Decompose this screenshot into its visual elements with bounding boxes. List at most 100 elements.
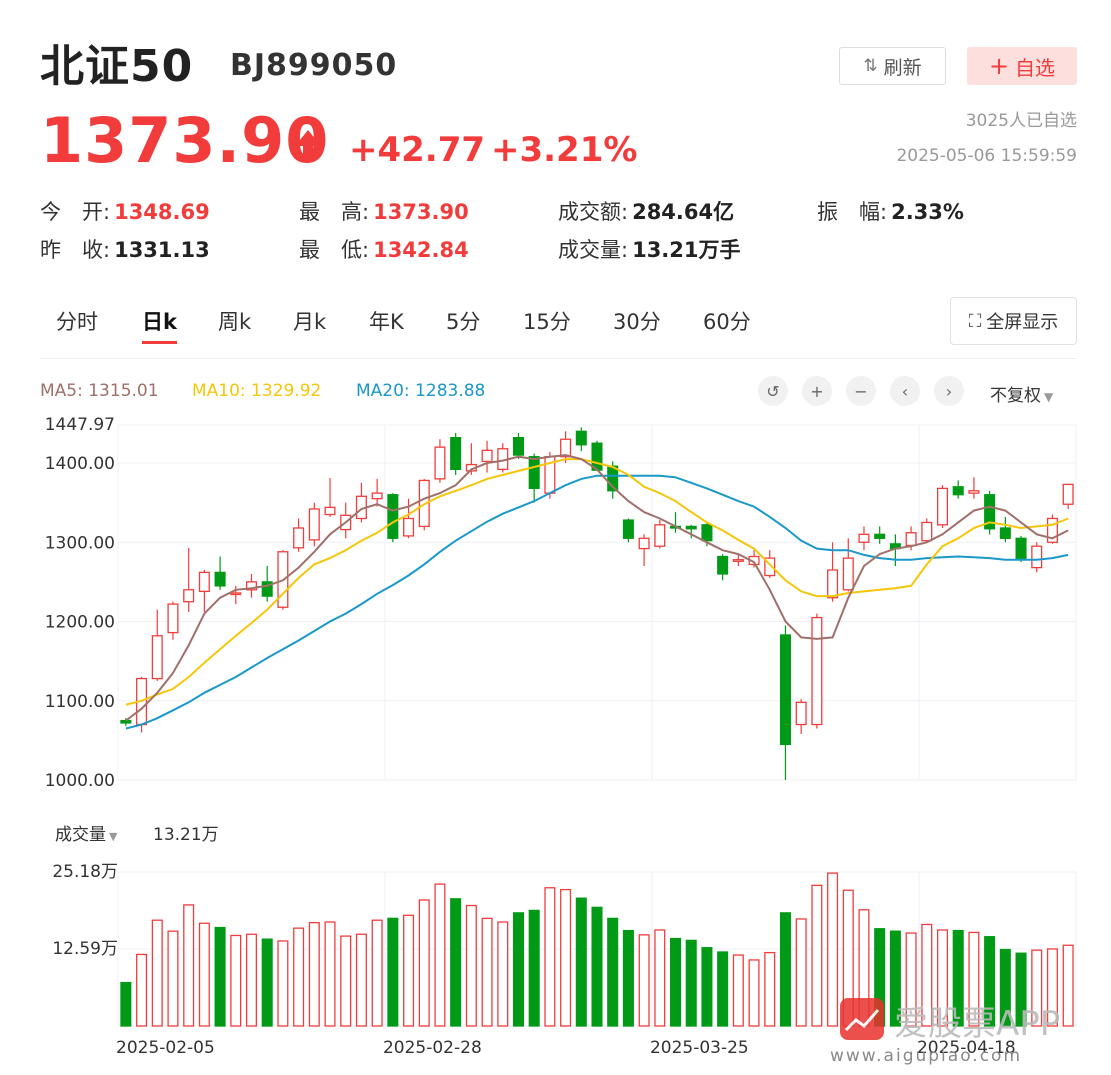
tab-weekly[interactable]: 周k [218, 310, 252, 334]
stat-low: 最 低: 1342.84 [299, 234, 469, 264]
stat-open: 今 开: 1348.69 [40, 196, 210, 226]
candle [120, 719, 132, 724]
candle [167, 603, 179, 634]
candle [984, 494, 996, 530]
volume-bar [512, 912, 524, 1027]
reset-icon[interactable]: ↺ [758, 376, 788, 406]
volume-tick-label: 12.59万 [52, 939, 118, 959]
volume-bar [779, 912, 791, 1027]
x-tick-label: 2025-03-25 [650, 1038, 749, 1058]
tab-daily[interactable]: 日k [142, 306, 177, 344]
chevron-left-icon[interactable]: ‹ [890, 376, 920, 406]
candle [214, 571, 226, 587]
candle [1062, 483, 1074, 505]
volume-bar [293, 927, 305, 1027]
stat-high: 最 高: 1373.90 [299, 196, 469, 226]
volume-bar [921, 923, 933, 1027]
candle [308, 508, 320, 541]
volume-bar [764, 951, 776, 1027]
candle [512, 437, 524, 456]
ma10-line [125, 458, 1069, 706]
tab-monthly[interactable]: 月k [293, 310, 327, 334]
zoom-in-icon[interactable]: + [802, 376, 832, 406]
volume-bar [418, 899, 430, 1027]
tab-intraday[interactable]: 分时 [56, 310, 98, 334]
tab-5min[interactable]: 5分 [446, 310, 481, 334]
refresh-icon: ⇅ [863, 56, 878, 76]
volume-bar [748, 959, 760, 1027]
volume-indicator-select[interactable]: 成交量 ▼ [55, 820, 117, 845]
candle [575, 430, 587, 446]
volume-bar [481, 917, 493, 1027]
stock-code: BJ899050 [230, 48, 398, 83]
volume-bar [905, 932, 917, 1027]
refresh-label: 刷新 [883, 56, 922, 79]
refresh-button[interactable]: ⇅ 刷新 [839, 47, 946, 85]
volume-bar [575, 897, 587, 1027]
candle [434, 446, 446, 480]
tab-15min[interactable]: 15分 [523, 310, 571, 334]
volume-bar [277, 940, 289, 1027]
volume-bar [811, 884, 823, 1027]
candle [732, 559, 744, 562]
tab-30min[interactable]: 30分 [613, 310, 661, 334]
price-change-pct: +3.21% [491, 130, 638, 170]
candle [1031, 545, 1043, 569]
candle [999, 527, 1011, 539]
volume-bar [497, 921, 509, 1027]
volume-bar [622, 929, 634, 1027]
volume-bar [340, 935, 352, 1027]
volume-bar [324, 921, 336, 1027]
price-tick-label: 1100.00 [45, 692, 115, 712]
tab-60min[interactable]: 60分 [703, 310, 751, 334]
volume-bar [183, 904, 195, 1027]
quote-timestamp: 2025-05-06 15:59:59 [896, 146, 1077, 166]
price-tick-label: 1400.00 [45, 454, 115, 474]
volume-bar [465, 904, 477, 1027]
candle [622, 519, 634, 539]
volume-bar [387, 917, 399, 1027]
logo-icon [840, 998, 884, 1040]
volume-bar [355, 933, 367, 1027]
ma10-legend: MA10: 1329.92 [192, 381, 322, 401]
candle [560, 438, 572, 458]
chevron-down-icon: ▼ [109, 830, 118, 843]
candle [811, 616, 823, 726]
candle [403, 517, 415, 537]
candle [764, 557, 776, 577]
fullscreen-button[interactable]: ⛶ 全屏显示 [950, 297, 1077, 345]
candle [151, 635, 163, 680]
volume-bar [827, 872, 839, 1027]
volume-bar [591, 906, 603, 1027]
zoom-out-icon[interactable]: − [846, 376, 876, 406]
volume-bar [889, 930, 901, 1027]
volume-bar [434, 883, 446, 1027]
volume-bar [701, 947, 713, 1027]
candle [779, 634, 791, 745]
candle [293, 527, 305, 549]
stat-low-label: 最 低: [299, 238, 370, 262]
volume-bar [607, 917, 619, 1027]
stat-amount: 成交额: 284.64亿 [558, 196, 734, 226]
stat-prev-close-value: 1331.13 [114, 238, 210, 262]
volume-bar [1046, 948, 1058, 1027]
adjust-select[interactable]: 不复权 ▼ [990, 381, 1053, 406]
x-tick-label: 2025-04-18 [917, 1038, 1016, 1058]
stat-amplitude-value: 2.33% [891, 200, 964, 224]
price-plot-frame [117, 424, 1077, 781]
add-favorite-button[interactable]: + 自选 [967, 47, 1077, 85]
tab-yearly[interactable]: 年K [369, 310, 404, 334]
stat-volume-value: 13.21万手 [632, 238, 741, 262]
volume-bar [371, 919, 383, 1027]
candle [921, 521, 933, 542]
plus-icon: + [988, 52, 1010, 80]
stat-volume: 成交量: 13.21万手 [558, 234, 741, 264]
stat-volume-label: 成交量: [558, 238, 629, 262]
candle [827, 569, 839, 599]
chevron-right-icon[interactable]: › [934, 376, 964, 406]
volume-bar [403, 914, 415, 1027]
volume-bar [136, 953, 148, 1027]
price-top-label: 1447.97 [45, 415, 115, 435]
candle [198, 571, 210, 593]
